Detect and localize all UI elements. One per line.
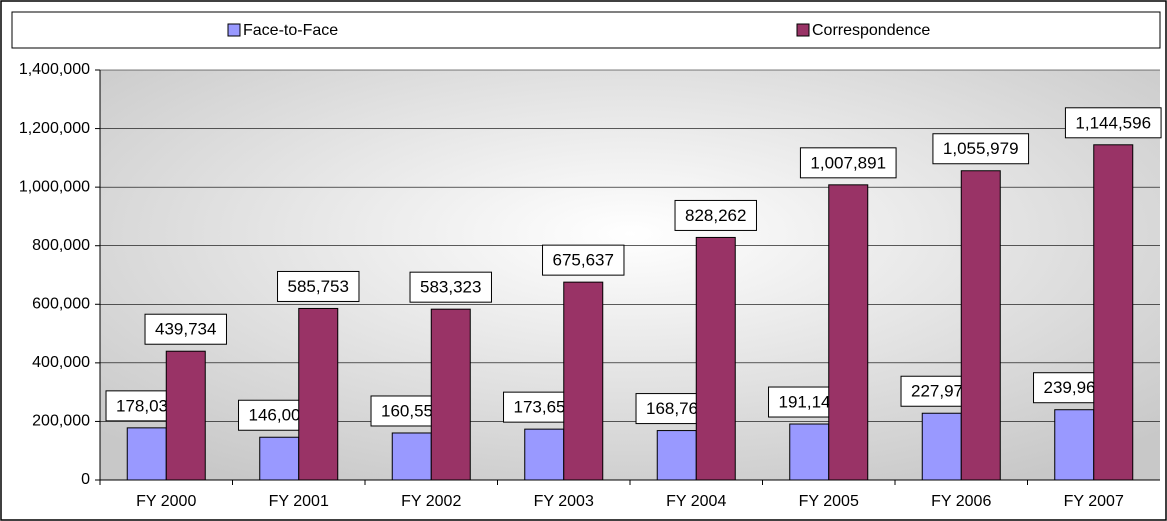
bar [789,423,830,481]
bar [656,430,697,481]
data-label: 1,144,596 [1075,113,1151,132]
data-label-box [409,271,492,303]
x-tick-label: FY 2001 [269,493,329,510]
legend-box [11,11,1161,49]
legend-swatch [227,23,241,37]
bar [563,281,604,481]
data-label: 168,766 [646,399,707,418]
bar [259,436,300,481]
bar [1054,409,1095,481]
legend-label: Face-to-Face [243,22,338,39]
y-tick-label: 600,000 [32,296,90,313]
legend-label: Correspondence [812,22,930,39]
y-tick-label: 200,000 [32,413,90,430]
data-label: 173,659 [514,398,575,417]
data-label-box [674,199,757,231]
data-label: 439,734 [155,320,216,339]
bar [430,308,471,481]
data-label: 675,637 [553,251,614,270]
x-tick-label: FY 2004 [666,493,726,510]
x-tick-label: FY 2006 [931,493,991,510]
data-label-box [932,133,1030,165]
data-label: 227,971 [911,382,972,401]
data-label: 828,262 [685,206,746,225]
data-label: 583,323 [420,278,481,297]
y-tick-label: 1,000,000 [19,178,90,195]
x-tick-label: FY 2000 [136,493,196,510]
bar [1093,144,1134,481]
x-tick-label: FY 2003 [534,493,594,510]
bar [298,307,339,481]
data-label-box [799,147,897,179]
data-label-box [277,270,360,302]
bar [126,427,167,481]
data-label: 1,007,891 [810,153,886,172]
bar [960,170,1001,481]
x-tick-label: FY 2005 [799,493,859,510]
data-label: 160,558 [381,401,442,420]
data-label: 146,003 [249,406,310,425]
bar [524,428,565,481]
y-tick-label: 0 [81,471,90,488]
data-label: 178,031 [116,396,177,415]
data-label-box [144,313,227,345]
bar [921,412,962,481]
data-label-box [542,244,625,276]
data-label: 191,144 [779,393,840,412]
bar [695,236,736,481]
legend-swatch [796,23,810,37]
data-label-box [1064,107,1162,139]
data-label: 239,967 [1044,378,1105,397]
y-tick-label: 1,400,000 [19,61,90,78]
data-label: 1,055,979 [943,139,1019,158]
bar [165,350,206,481]
bar [828,184,869,481]
y-tick-label: 800,000 [32,237,90,254]
data-label: 585,753 [288,277,349,296]
y-tick-label: 1,200,000 [19,120,90,137]
x-tick-label: FY 2007 [1064,493,1124,510]
y-tick-label: 400,000 [32,354,90,371]
x-tick-label: FY 2002 [401,493,461,510]
bar [391,432,432,481]
